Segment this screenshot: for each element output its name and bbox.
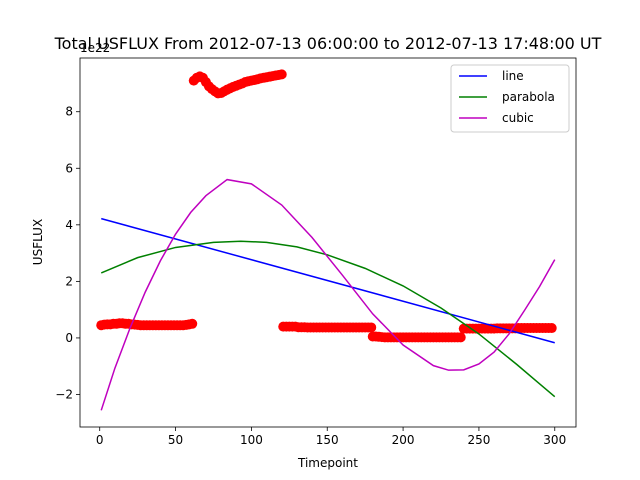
data-point [546,323,557,334]
y-tick-label: −2 [55,387,73,401]
y-tick-label: 8 [65,105,73,119]
x-tick-label: 150 [316,433,339,447]
legend: line parabola cubic [450,64,570,133]
series-line-line [101,217,555,344]
legend-label-parabola: parabola [502,90,555,104]
y-offset-label: 1e22 [80,41,110,55]
legend-label-line: line [502,69,524,83]
x-tick-label: 100 [240,433,263,447]
legend-label-cubic: cubic [502,111,534,125]
chart-title: Total USFLUX From 2012-07-13 06:00:00 to… [54,34,602,53]
axes-frame [79,57,577,428]
y-tick-label: 6 [65,161,73,175]
x-tick-label: 0 [96,433,104,447]
series-parabola-line [100,240,556,398]
plot-area: 0 50 100 150 200 250 300 −2 0 2 4 6 8 [55,57,577,447]
y-tick-label: 4 [65,218,73,232]
legend-box [450,64,570,133]
y-tick-label: 0 [65,331,73,345]
data-point [455,332,466,343]
x-tick-label: 50 [168,433,183,447]
y-axis-label: USFLUX [31,219,45,265]
y-tick-label: 2 [65,274,73,288]
data-point [187,318,198,329]
data-point [276,69,287,80]
x-tick-label: 300 [543,433,566,447]
data-layer [96,69,557,411]
x-tick-label: 250 [467,433,490,447]
series-cubic-line [100,178,556,411]
data-point [366,322,377,333]
x-axis-label: Timepoint [297,456,358,470]
x-tick-label: 200 [392,433,415,447]
